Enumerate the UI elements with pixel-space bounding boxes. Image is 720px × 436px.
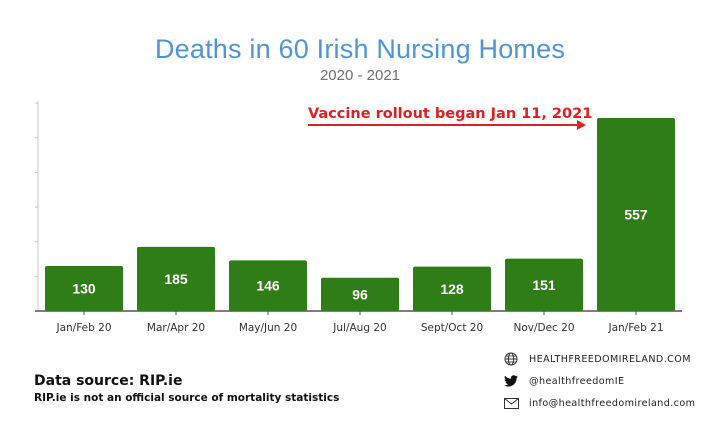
email-link[interactable]: info@healthfreedomireland.com <box>529 397 696 409</box>
bar <box>229 260 307 311</box>
bar <box>505 258 583 311</box>
data-source-note: RIP.ie is not an official source of mort… <box>34 392 340 404</box>
bar-value-label: 128 <box>440 281 464 297</box>
annotation-arrow <box>308 120 586 130</box>
bar-value-label: 130 <box>72 280 96 296</box>
x-tick-label: Jul/Aug 20 <box>332 322 386 334</box>
vaccine-annotation: Vaccine rollout began Jan 11, 2021 <box>308 106 593 122</box>
bar <box>45 265 123 311</box>
website-link[interactable]: HEALTHFREEDOMIRELAND.COM <box>529 353 691 365</box>
contact-website-row[interactable]: HEALTHFREEDOMIRELAND.COM <box>503 348 713 370</box>
x-tick-label: May/Jun 20 <box>239 322 297 334</box>
x-tick-label: Jan/Feb 21 <box>607 322 663 334</box>
x-tick-label: Mar/Apr 20 <box>147 322 205 334</box>
bar <box>321 277 399 311</box>
globe-icon <box>503 351 519 367</box>
bar-value-label: 96 <box>352 286 368 302</box>
contact-block: HEALTHFREEDOMIRELAND.COM @healthfreedomI… <box>503 348 713 414</box>
contact-email-row[interactable]: info@healthfreedomireland.com <box>503 392 713 414</box>
x-tick-label: Sept/Oct 20 <box>421 322 483 334</box>
x-tick-label: Jan/Feb 20 <box>55 322 111 334</box>
data-source-title: Data source: RIP.ie <box>34 373 183 389</box>
bar-value-label: 557 <box>624 207 648 223</box>
twitter-handle[interactable]: @healthfreedomIE <box>529 375 625 387</box>
bar <box>137 246 215 311</box>
twitter-bird-icon <box>503 373 519 389</box>
chart-subtitle: 2020 - 2021 <box>319 67 401 84</box>
x-tick-label: Nov/Dec 20 <box>513 322 574 334</box>
bar-value-label: 185 <box>164 271 188 287</box>
bar-value-label: 151 <box>532 277 556 293</box>
bar <box>413 266 491 311</box>
bar-value-label: 146 <box>256 278 280 294</box>
chart-title: Deaths in 60 Irish Nursing Homes <box>154 34 566 64</box>
contact-twitter-row[interactable]: @healthfreedomIE <box>503 370 713 392</box>
source-block: Data source: RIP.ie RIP.ie is not an off… <box>34 373 339 404</box>
bar <box>597 118 675 311</box>
envelope-icon <box>503 395 519 411</box>
bars-group: 130 185 146 96 128 151 557 <box>45 118 675 311</box>
